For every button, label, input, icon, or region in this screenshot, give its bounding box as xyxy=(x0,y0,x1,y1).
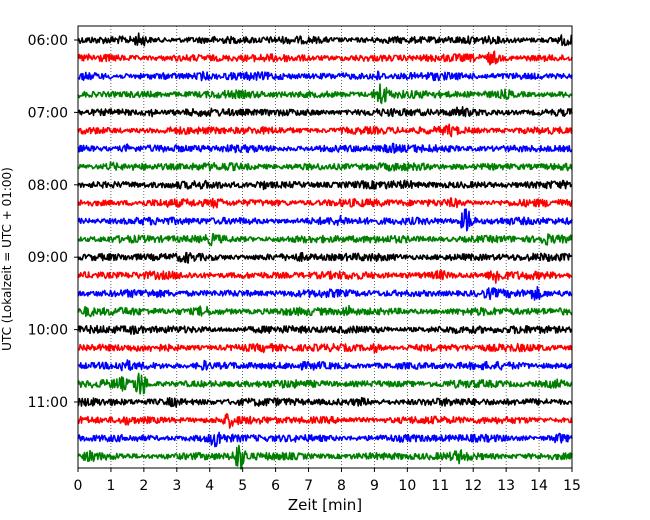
trace-0730 xyxy=(77,142,573,154)
y-tick-label-0600: 06:00 xyxy=(28,33,68,49)
trace-1030 xyxy=(77,359,573,372)
y-tick-label-0800: 08:00 xyxy=(28,178,68,194)
trace-0800 xyxy=(77,179,573,191)
trace-1145 xyxy=(77,444,573,470)
x-tick-label-11: 11 xyxy=(431,478,449,494)
trace-0945 xyxy=(77,304,573,318)
trace-1015 xyxy=(77,342,573,354)
trace-1045 xyxy=(77,372,573,395)
trace-0645 xyxy=(77,83,573,105)
x-tick-label-9: 9 xyxy=(370,478,379,494)
x-tick-label-3: 3 xyxy=(172,478,181,494)
x-axis-ticks: 0 1 2 3 4 5 6 7 8 9 10 11 12 13 14 15 xyxy=(74,468,581,494)
x-tick-label-4: 4 xyxy=(205,478,214,494)
trace-0815 xyxy=(77,197,573,209)
y-tick-label-1000: 10:00 xyxy=(28,323,68,339)
x-tick-label-15: 15 xyxy=(563,478,581,494)
x-tick-label-6: 6 xyxy=(271,478,280,494)
x-axis-label: Zeit [min] xyxy=(288,496,362,514)
y-tick-label-1100: 11:00 xyxy=(28,395,68,411)
trace-0930 xyxy=(77,285,573,301)
x-tick-label-10: 10 xyxy=(398,478,416,494)
y-axis-label: UTC (Lokalzeit = UTC + 01:00) xyxy=(0,167,14,351)
trace-0600 xyxy=(77,32,573,47)
trace-0615 xyxy=(77,50,573,66)
y-tick-label-0700: 07:00 xyxy=(28,105,68,121)
x-tick-label-8: 8 xyxy=(337,478,346,494)
trace-0830 xyxy=(77,208,573,232)
trace-1115 xyxy=(77,413,573,429)
trace-1130 xyxy=(77,431,573,448)
x-tick-label-12: 12 xyxy=(464,478,482,494)
trace-1100 xyxy=(77,396,573,408)
seismic-traces xyxy=(77,32,573,470)
trace-0715 xyxy=(77,123,573,138)
x-tick-label-7: 7 xyxy=(304,478,313,494)
x-tick-label-0: 0 xyxy=(74,478,83,494)
x-tick-label-5: 5 xyxy=(238,478,247,494)
trace-0745 xyxy=(77,161,573,172)
x-tick-label-2: 2 xyxy=(139,478,148,494)
trace-0900 xyxy=(77,251,573,264)
trace-1000 xyxy=(77,324,573,335)
x-tick-label-1: 1 xyxy=(106,478,115,494)
x-tick-label-13: 13 xyxy=(497,478,515,494)
x-tick-label-14: 14 xyxy=(530,478,548,494)
plot-frame xyxy=(77,25,573,469)
y-axis-ticks: 06:00 07:00 08:00 09:00 10:00 11:00 xyxy=(28,33,78,411)
trace-0845 xyxy=(77,233,573,247)
trace-0700 xyxy=(77,106,573,118)
trace-0915 xyxy=(77,269,573,284)
trace-0630 xyxy=(77,70,573,82)
y-tick-label-0900: 09:00 xyxy=(28,250,68,266)
